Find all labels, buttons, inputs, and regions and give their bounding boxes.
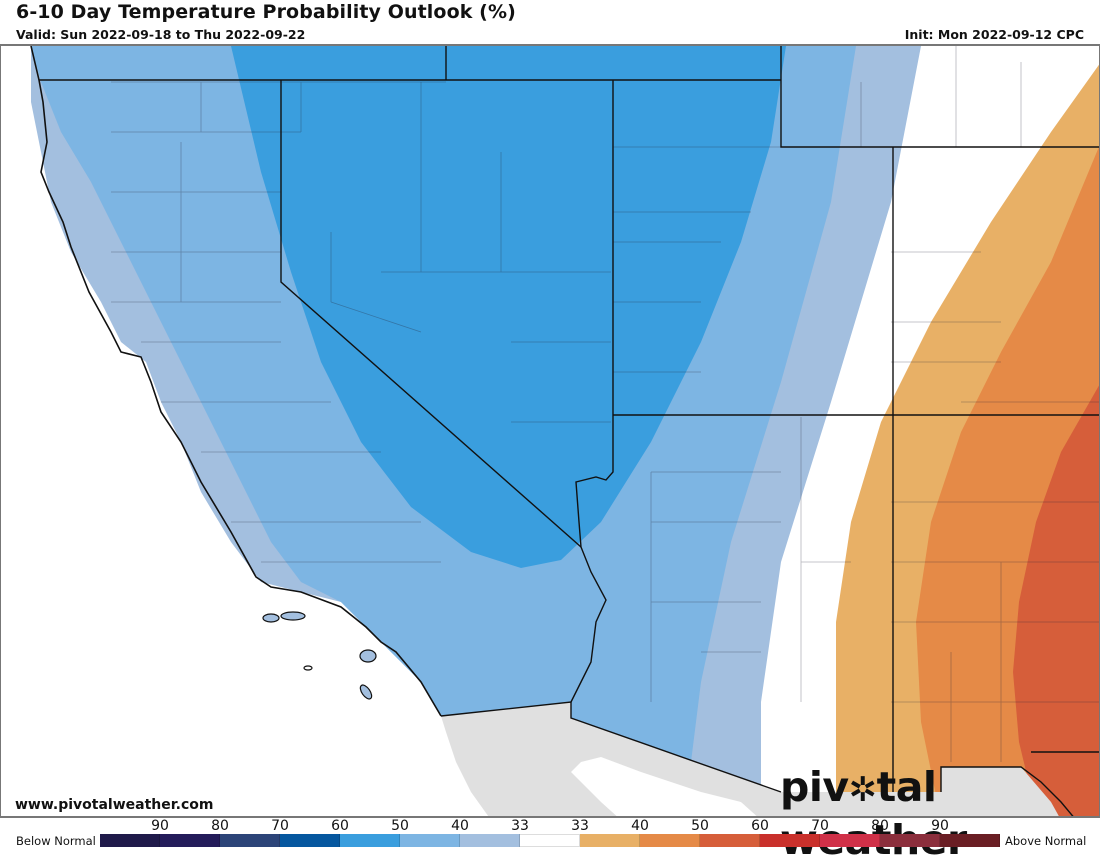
legend-tick: 70 <box>271 818 289 834</box>
legend-above-normal-label: Above Normal <box>1005 834 1087 848</box>
legend-tick: 90 <box>151 818 169 834</box>
legend-seg-above-70 <box>820 834 880 847</box>
legend-seg-above-33 <box>580 834 640 847</box>
map-title: 6-10 Day Temperature Probability Outlook… <box>16 1 516 23</box>
legend-seg-above-40 <box>640 834 700 847</box>
zone-above-50 <box>1013 385 1099 816</box>
legend-tick: 50 <box>391 818 409 834</box>
legend-seg-below-90 <box>100 834 160 847</box>
legend-below-normal-label: Below Normal <box>16 834 96 848</box>
county-lines <box>111 46 1099 762</box>
brand-text-left: piv <box>780 763 849 811</box>
coastline <box>30 46 442 717</box>
legend-tick: 33 <box>571 818 589 834</box>
legend-tick: 50 <box>691 818 709 834</box>
legend-tick: 40 <box>631 818 649 834</box>
valid-period: Valid: Sun 2022-09-18 to Thu 2022-09-22 <box>16 27 306 42</box>
legend-color-bar <box>100 834 1000 847</box>
gear-icon: ✲ <box>848 770 878 810</box>
legend-tick: 80 <box>871 818 889 834</box>
legend-tick: 80 <box>211 818 229 834</box>
legend-seg-below-70 <box>220 834 280 847</box>
legend-seg-above-80 <box>880 834 940 847</box>
legend-tick: 60 <box>331 818 349 834</box>
zone-below-50 <box>231 46 786 568</box>
legend-seg-below-80 <box>160 834 220 847</box>
state-borders <box>39 46 1099 816</box>
legend-seg-above-50 <box>700 834 760 847</box>
legend-seg-above-60 <box>760 834 820 847</box>
baja-land <box>441 702 617 816</box>
legend-seg-above-90 <box>940 834 1000 847</box>
init-date: Init: Mon 2022-09-12 CPC <box>904 27 1084 42</box>
channel-islands <box>262 611 377 700</box>
legend-tick: 70 <box>811 818 829 834</box>
legend-tick: 33 <box>511 818 529 834</box>
legend-seg-below-60 <box>280 834 340 847</box>
website-url[interactable]: www.pivotalweather.com <box>15 797 214 813</box>
legend-seg-below-33 <box>460 834 520 847</box>
legend-seg-below-50 <box>340 834 400 847</box>
legend-seg-near-normal <box>520 834 580 847</box>
outlook-map[interactable] <box>0 44 1100 818</box>
probability-legend: Below Normal 90 80 70 60 50 40 33 33 40 … <box>0 818 1100 850</box>
legend-seg-below-40 <box>400 834 460 847</box>
legend-tick: 90 <box>931 818 949 834</box>
legend-tick: 40 <box>451 818 469 834</box>
legend-tick: 60 <box>751 818 769 834</box>
